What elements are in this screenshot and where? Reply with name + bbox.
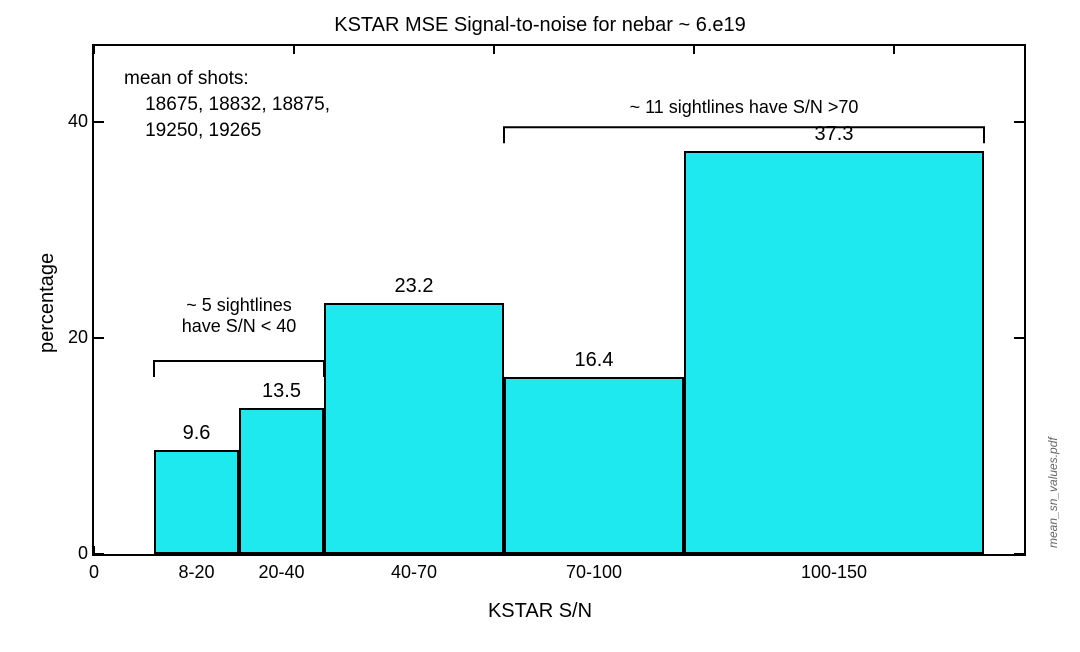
footer-filename: mean_sn_values.pdf bbox=[1046, 437, 1060, 548]
y-axis-label: percentage bbox=[36, 253, 59, 353]
bar-category-label: 8-20 bbox=[154, 562, 239, 583]
chart-title: KSTAR MSE Signal-to-noise for nebar ~ 6.… bbox=[0, 14, 1080, 37]
bar-category-label: 40-70 bbox=[324, 562, 504, 583]
x-zero-label: 0 bbox=[86, 562, 102, 583]
y-tick-label: 0 bbox=[50, 543, 88, 564]
x-axis-label: KSTAR S/N bbox=[0, 600, 1080, 623]
bar-category-label: 20-40 bbox=[239, 562, 324, 583]
plot-area: 0204009.68-2013.520-4023.240-7016.470-10… bbox=[92, 44, 1026, 556]
shots-note: mean of shots: 18675, 18832, 18875, 1925… bbox=[124, 66, 330, 143]
callout-label: ~ 5 sightlines have S/N < 40 bbox=[154, 295, 324, 339]
y-tick-label: 40 bbox=[50, 111, 88, 132]
bar-category-label: 70-100 bbox=[504, 562, 684, 583]
callout-label: ~ 11 sightlines have S/N >70 bbox=[504, 97, 984, 119]
bar-category-label: 100-150 bbox=[684, 562, 984, 583]
